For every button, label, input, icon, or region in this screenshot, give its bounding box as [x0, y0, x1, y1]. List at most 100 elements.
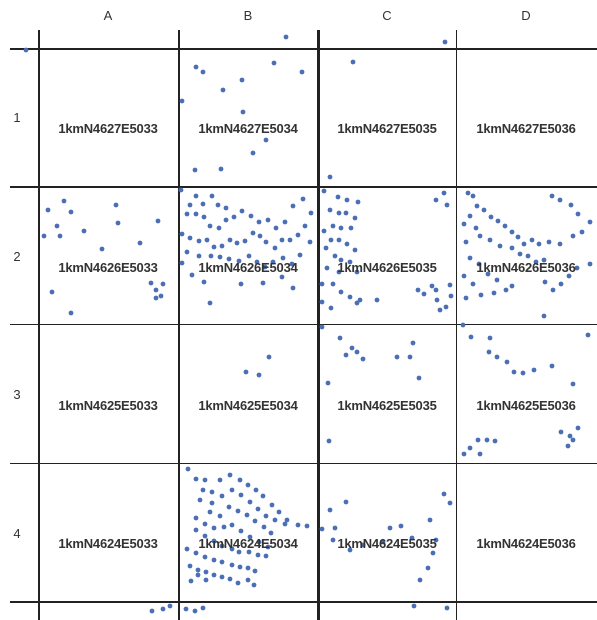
occurrence-point [443, 304, 449, 310]
occurrence-point [160, 281, 166, 287]
occurrence-point [284, 517, 290, 523]
occurrence-point [529, 237, 535, 243]
occurrence-point [433, 287, 439, 293]
occurrence-point [515, 234, 521, 240]
occurrence-point [200, 201, 206, 207]
occurrence-point [282, 219, 288, 225]
occurrence-point [243, 369, 249, 375]
occurrence-point [237, 564, 243, 570]
occurrence-point [282, 521, 288, 527]
occurrence-point [251, 582, 257, 588]
occurrence-point [237, 477, 243, 483]
occurrence-point [461, 221, 467, 227]
occurrence-point [226, 504, 232, 510]
occurrence-point [61, 198, 67, 204]
occurrence-point [328, 305, 334, 311]
occurrence-point [179, 98, 185, 104]
occurrence-point [200, 605, 206, 611]
occurrence-point [201, 279, 207, 285]
occurrence-point [202, 554, 208, 560]
occurrence-point [211, 572, 217, 578]
occurrence-point [327, 507, 333, 513]
occurrence-point [219, 559, 225, 565]
occurrence-point [208, 253, 214, 259]
occurrence-point [215, 202, 221, 208]
occurrence-point [575, 425, 581, 431]
occurrence-point [441, 190, 447, 196]
occurrence-point [380, 539, 386, 545]
cell-label-a1: 1kmN4627E5033 [58, 121, 158, 136]
cell-label-b2: 1kmN4626E5034 [198, 260, 298, 275]
cell-label-a4: 1kmN4624E5033 [58, 536, 158, 551]
occurrence-point [188, 578, 194, 584]
occurrence-point [324, 265, 330, 271]
occurrence-point [350, 59, 356, 65]
occurrence-point [184, 211, 190, 217]
occurrence-point [57, 233, 63, 239]
occurrence-point [541, 257, 547, 263]
occurrence-point [239, 208, 245, 214]
occurrence-point [579, 229, 585, 235]
occurrence-point [248, 213, 254, 219]
column-label-c: C [382, 8, 392, 23]
occurrence-point [531, 367, 537, 373]
occurrence-point [467, 213, 473, 219]
occurrence-point [447, 500, 453, 506]
occurrence-point [269, 502, 275, 508]
occurrence-point [254, 259, 260, 265]
occurrence-point [252, 518, 258, 524]
occurrence-point [487, 335, 493, 341]
occurrence-point [447, 282, 453, 288]
occurrence-point [338, 225, 344, 231]
occurrence-point [470, 281, 476, 287]
occurrence-point [504, 359, 510, 365]
occurrence-point [219, 543, 225, 549]
occurrence-point [542, 279, 548, 285]
occurrence-point [184, 546, 190, 552]
occurrence-point [263, 513, 269, 519]
occurrence-point [203, 577, 209, 583]
occurrence-point [347, 259, 353, 265]
occurrence-point [41, 233, 47, 239]
occurrence-point [461, 273, 467, 279]
occurrence-point [246, 549, 252, 555]
occurrence-point [360, 542, 366, 548]
occurrence-point [374, 297, 380, 303]
occurrence-point [235, 580, 241, 586]
occurrence-point [441, 491, 447, 497]
occurrence-point [567, 433, 573, 439]
occurrence-point [444, 202, 450, 208]
occurrence-point [558, 429, 564, 435]
occurrence-point [227, 237, 233, 243]
occurrence-point [45, 207, 51, 213]
occurrence-point [189, 272, 195, 278]
occurrence-point [263, 137, 269, 143]
occurrence-point [570, 381, 576, 387]
occurrence-point [570, 437, 576, 443]
occurrence-point [250, 150, 256, 156]
occurrence-point [338, 257, 344, 263]
occurrence-point [502, 223, 508, 229]
row-label-3: 3 [13, 387, 21, 402]
occurrence-point [503, 287, 509, 293]
occurrence-point [255, 552, 261, 558]
occurrence-point [234, 240, 240, 246]
occurrence-point [256, 219, 262, 225]
occurrence-point [283, 34, 289, 40]
occurrence-point [279, 274, 285, 280]
row-label-2: 2 [13, 249, 21, 264]
occurrence-point [207, 509, 213, 515]
occurrence-point [287, 237, 293, 243]
occurrence-point [430, 550, 436, 556]
occurrence-point [200, 487, 206, 493]
occurrence-point [409, 535, 415, 541]
occurrence-point [486, 349, 492, 355]
occurrence-point [410, 340, 416, 346]
occurrence-point [289, 261, 295, 267]
occurrence-point [229, 522, 235, 528]
occurrence-point [195, 567, 201, 573]
occurrence-point [463, 295, 469, 301]
occurrence-point [484, 437, 490, 443]
occurrence-point [344, 197, 350, 203]
cell-label-c2: 1kmN4626E5035 [337, 260, 437, 275]
